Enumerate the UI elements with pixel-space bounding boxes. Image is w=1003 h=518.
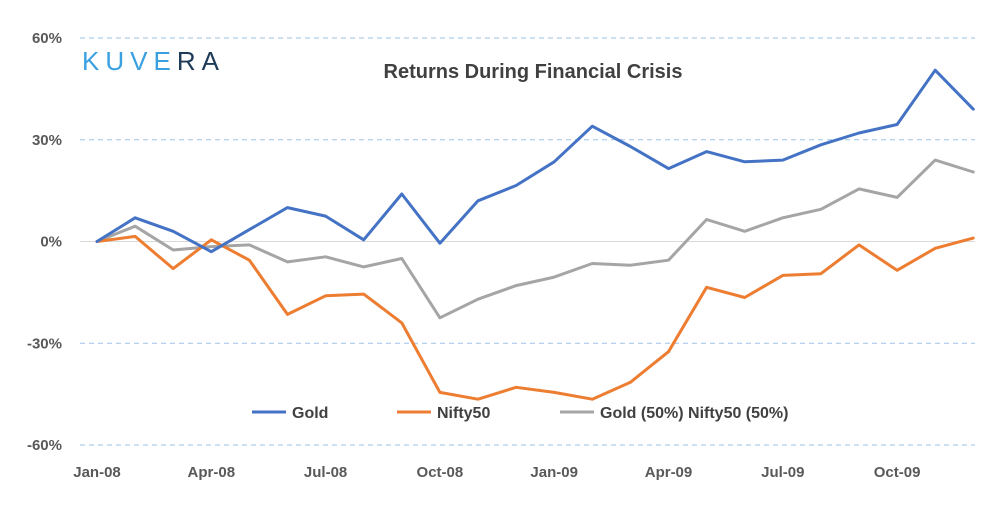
x-tick-label: Oct-08 xyxy=(417,464,464,481)
chart-title: Returns During Financial Crisis xyxy=(384,61,683,83)
series-line-gold-50-nifty50-50 xyxy=(95,158,975,320)
x-tick-label: Apr-08 xyxy=(188,464,236,481)
y-tick-label: -30% xyxy=(27,335,62,352)
legend-label: Gold xyxy=(292,405,328,422)
series-line-gold xyxy=(95,68,975,254)
y-axis-tick-labels: 60% 30% 0% -30% -60% xyxy=(27,30,62,454)
x-tick-label: Jul-08 xyxy=(304,464,347,481)
x-tick-label: Jan-08 xyxy=(73,464,121,481)
kuvera-logo: KUVERA xyxy=(82,46,225,76)
y-tick-label: 0% xyxy=(40,234,62,251)
logo-text: KUVERA xyxy=(82,46,225,76)
series-line-nifty50 xyxy=(95,234,975,401)
y-tick-label: 30% xyxy=(32,132,62,149)
x-tick-label: Jul-09 xyxy=(761,464,804,481)
y-tick-label: -60% xyxy=(27,437,62,454)
y-tick-label: 60% xyxy=(32,30,62,47)
series-lines xyxy=(95,68,975,401)
x-tick-label: Apr-09 xyxy=(645,464,693,481)
legend-label: Nifty50 xyxy=(437,405,490,422)
x-tick-label: Oct-09 xyxy=(874,464,921,481)
legend-label: Gold (50%) Nifty50 (50%) xyxy=(600,405,788,422)
x-tick-label: Jan-09 xyxy=(530,464,578,481)
x-axis: Jan-08 Apr-08 Jul-08 Oct-08 Jan-09 Apr-09 Jul-… xyxy=(73,241,975,481)
legend: Gold Nifty50 Gold (50%) Nifty50 (50%) xyxy=(252,405,788,422)
